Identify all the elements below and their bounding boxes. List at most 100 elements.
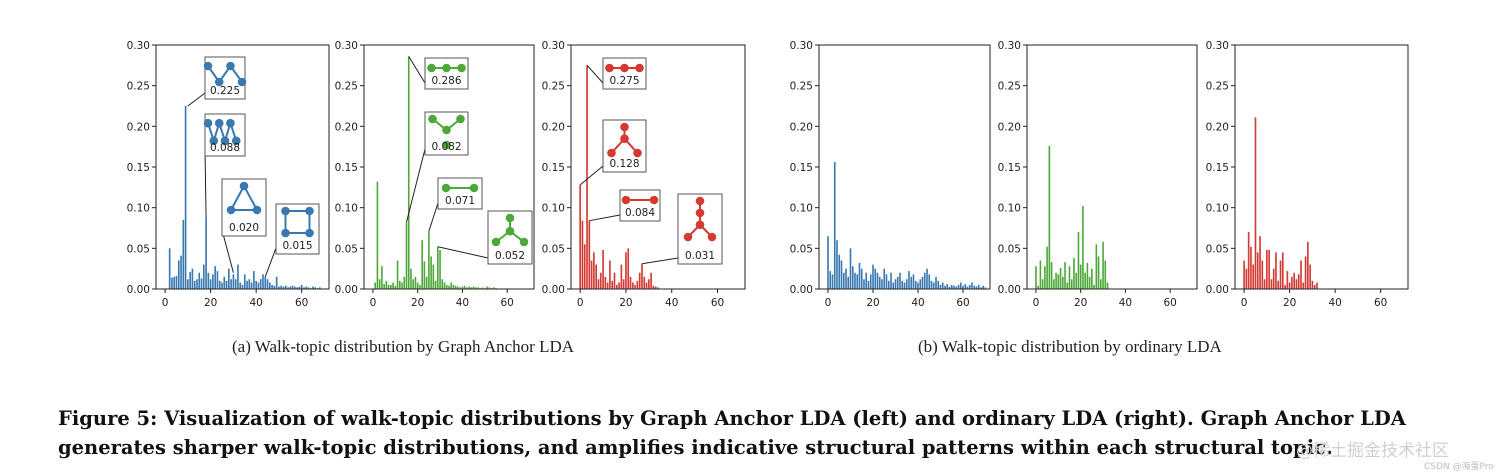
bar: [246, 280, 248, 289]
x-tick-label: 60: [711, 297, 724, 309]
motif-node: [505, 213, 515, 223]
bar: [470, 287, 473, 289]
bar: [419, 284, 421, 289]
bar: [463, 285, 466, 289]
plot-frame: [818, 44, 991, 290]
bar: [643, 276, 646, 289]
bar: [641, 263, 643, 289]
bar: [845, 268, 847, 289]
bar: [894, 279, 897, 289]
bar: [266, 279, 269, 289]
bar: [602, 249, 604, 289]
annotation-label: 0.225: [210, 85, 240, 97]
bar: [1297, 274, 1300, 289]
caption-b: (b) Walk-topic distribution by ordinary …: [918, 337, 1222, 356]
bar: [180, 255, 182, 289]
bar: [1302, 282, 1305, 289]
y-tick-label: 0.20: [127, 121, 150, 133]
annotation-box: [602, 57, 647, 90]
bar: [466, 287, 468, 289]
bar: [1039, 260, 1042, 289]
y-tick-label: 0.10: [335, 203, 358, 215]
annotation-label: 0.286: [431, 75, 461, 87]
bar: [1254, 117, 1257, 290]
bar: [1057, 274, 1060, 289]
bar: [262, 274, 264, 289]
motif-node: [519, 237, 529, 247]
bar: [957, 284, 960, 289]
bar: [1061, 276, 1064, 289]
bar: [430, 256, 432, 289]
bar: [953, 285, 955, 289]
bar: [381, 266, 383, 289]
bar: [899, 272, 901, 289]
bar: [376, 181, 379, 289]
bar: [374, 282, 376, 289]
bar: [1245, 268, 1248, 289]
bar: [984, 287, 987, 289]
bar: [622, 279, 625, 289]
motif-node: [226, 205, 236, 215]
bar: [829, 271, 832, 289]
motif-node: [214, 118, 224, 128]
bar: [840, 260, 843, 289]
bar: [255, 280, 257, 289]
y-tick-label: 0.00: [335, 284, 358, 296]
y-tick-label: 0.20: [542, 121, 565, 133]
bar: [604, 276, 607, 289]
bar: [842, 272, 845, 289]
y-tick-label: 0.05: [790, 243, 813, 255]
motif-node: [620, 63, 629, 73]
bar: [618, 282, 620, 289]
bar: [401, 282, 403, 289]
bar: [583, 244, 586, 289]
motif-node: [281, 206, 290, 216]
annotation-label: 0.128: [609, 158, 639, 170]
x-tick-label: 40: [456, 297, 469, 309]
bar: [492, 287, 495, 289]
bar: [398, 280, 401, 289]
bar: [836, 240, 838, 289]
bar: [597, 279, 600, 289]
bar: [239, 282, 242, 289]
y-tick-label: 0.20: [998, 121, 1021, 133]
bar: [1088, 276, 1091, 289]
annotation-leader: [586, 64, 604, 84]
y-tick-label: 0.05: [998, 243, 1021, 255]
motif-node: [281, 228, 290, 238]
bar: [1035, 266, 1037, 289]
bar: [939, 284, 942, 289]
bar: [1070, 279, 1073, 289]
bar: [595, 264, 598, 289]
bar: [1066, 282, 1069, 289]
y-tick-label: 0.05: [1206, 243, 1229, 255]
watermark-sub: CSDN @海蛋Pro: [1424, 462, 1494, 472]
x-tick-label: 20: [619, 297, 632, 309]
bar: [280, 285, 283, 289]
bar: [1259, 236, 1261, 289]
bar: [248, 279, 251, 289]
plot-frame: [1234, 44, 1409, 290]
x-tick-label: 20: [204, 297, 217, 309]
motif-node: [239, 181, 249, 191]
bar: [919, 279, 922, 289]
chart-panel-6: 0.00 0.05 0.10 0.15 0.20 0.25 0.30 0 20 40 60: [1206, 40, 1409, 309]
annotation-leader: [264, 247, 277, 277]
bar: [581, 220, 584, 289]
annotation-leader: [406, 148, 426, 223]
bar: [883, 268, 886, 289]
bar: [890, 272, 892, 289]
annotation-label: 0.071: [445, 195, 475, 207]
y-tick-label: 0.05: [542, 243, 565, 255]
bar: [878, 276, 881, 289]
bar: [849, 248, 852, 289]
motif-node: [683, 232, 693, 242]
bar: [654, 286, 657, 289]
bar: [1084, 272, 1086, 289]
bar: [858, 262, 861, 289]
bar: [908, 271, 910, 289]
bar: [872, 264, 874, 289]
bar: [876, 272, 879, 289]
bar: [887, 280, 890, 289]
